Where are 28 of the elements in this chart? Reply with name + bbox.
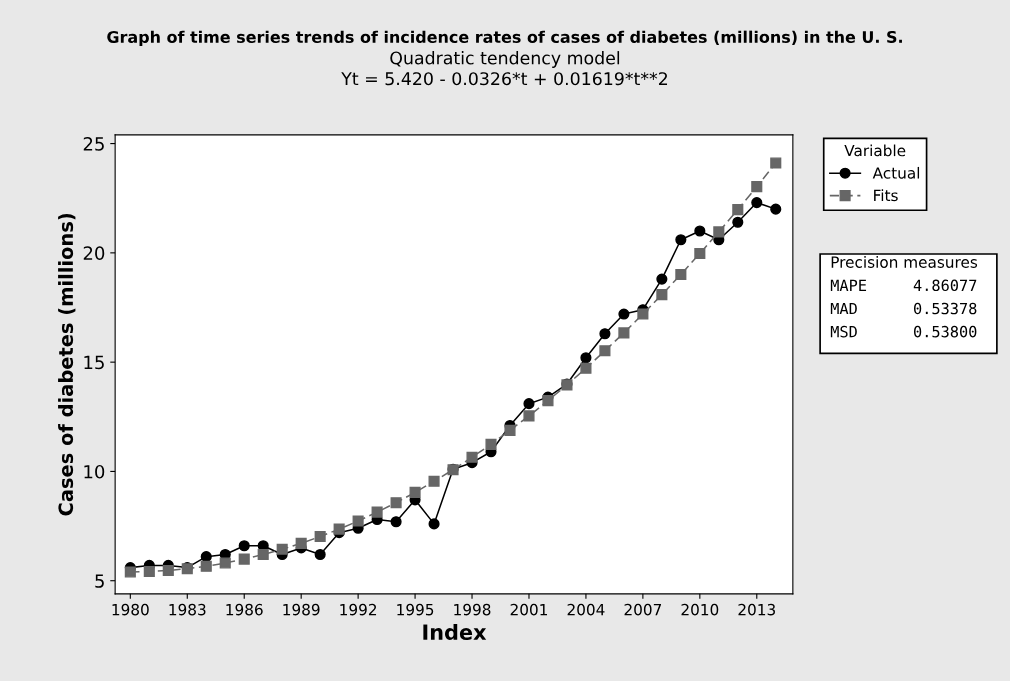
x-tick-label: 1986 (226, 603, 263, 616)
y-tick-label: 25 (83, 137, 104, 151)
x-tick-label: 2001 (510, 603, 548, 616)
text: Precision measures (831, 256, 978, 268)
x-tick-label: 1998 (454, 603, 491, 616)
legend-label: Fits (874, 189, 898, 202)
y-tick-label: 10 (84, 464, 105, 479)
y-axis-title: Cases of diabetes (millions) (58, 213, 76, 516)
x-tick-label: 2013 (738, 603, 775, 616)
y-tick-label: 20 (83, 246, 105, 260)
x-tick-label: 1995 (397, 603, 434, 616)
chart-title: Graph of time series trends of incidence rates of cases of diabetes (millions) in the U. S. (107, 30, 902, 47)
x-tick-label: 2004 (567, 603, 605, 616)
x-axis-title: Index (423, 623, 487, 641)
legend-title: Variable (844, 144, 906, 157)
x-tick-label: 1989 (283, 603, 320, 616)
text: MAPE 4.86077 (830, 279, 977, 292)
chart-subtitle: Quadratic tendency model Yt = 5.420 - 0.0326*t + 0.01619*t**2 (341, 51, 668, 86)
legend-label: Actual (872, 166, 920, 179)
text: MSD 0.53800 (830, 325, 977, 338)
y-tick-label: 5 (95, 574, 104, 588)
y-tick-label: 15 (84, 355, 104, 370)
x-tick-label: 2010 (681, 603, 719, 616)
x-tick-label: 2007 (624, 603, 662, 616)
x-tick-label: 1980 (112, 603, 149, 616)
text: MAD 0.53378 (830, 302, 977, 315)
x-tick-label: 1992 (340, 603, 377, 616)
x-tick-label: 1983 (169, 603, 206, 616)
